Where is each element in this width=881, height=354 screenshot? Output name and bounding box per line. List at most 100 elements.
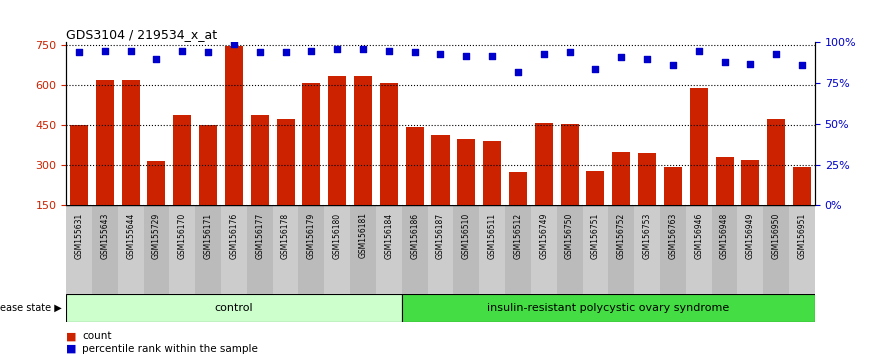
Text: GSM156176: GSM156176 <box>229 212 239 259</box>
Bar <box>789 205 815 294</box>
Bar <box>793 167 811 205</box>
Bar <box>612 152 630 205</box>
Point <box>485 53 500 58</box>
Text: GSM156187: GSM156187 <box>436 212 445 258</box>
Bar <box>741 160 759 205</box>
Bar <box>225 46 243 205</box>
Point <box>381 48 396 53</box>
Bar <box>247 205 272 294</box>
Text: GSM156946: GSM156946 <box>694 212 703 259</box>
Text: ■: ■ <box>66 344 77 354</box>
Point <box>537 51 551 57</box>
Bar <box>196 205 221 294</box>
Bar <box>302 82 321 205</box>
Bar <box>199 125 217 205</box>
Point <box>330 46 344 52</box>
Bar <box>324 205 350 294</box>
Text: GSM156950: GSM156950 <box>772 212 781 259</box>
Point <box>433 51 448 57</box>
Bar <box>66 294 402 322</box>
Bar <box>582 205 609 294</box>
Point <box>175 48 189 53</box>
Point <box>278 50 292 55</box>
Bar <box>122 80 140 205</box>
Bar <box>354 76 372 205</box>
Text: GSM156184: GSM156184 <box>384 212 393 258</box>
Text: GSM156512: GSM156512 <box>514 212 522 258</box>
Point <box>201 50 215 55</box>
Text: GSM156749: GSM156749 <box>539 212 548 259</box>
Point <box>666 62 680 68</box>
Bar <box>92 205 118 294</box>
Bar <box>380 82 398 205</box>
Bar <box>174 115 191 205</box>
Bar <box>70 125 88 205</box>
Point <box>304 48 318 53</box>
Bar <box>402 294 815 322</box>
Bar <box>660 205 685 294</box>
Bar <box>609 205 634 294</box>
Point <box>744 61 758 67</box>
Text: GSM156171: GSM156171 <box>204 212 212 258</box>
Bar <box>664 167 682 205</box>
Text: GSM155729: GSM155729 <box>152 212 161 259</box>
Text: disease state ▶: disease state ▶ <box>0 303 62 313</box>
Bar <box>685 205 712 294</box>
Bar <box>767 119 785 205</box>
Bar <box>350 205 376 294</box>
Bar <box>402 205 427 294</box>
Text: count: count <box>82 331 111 341</box>
Bar <box>169 205 196 294</box>
Bar <box>299 205 324 294</box>
Text: GSM156750: GSM156750 <box>565 212 574 259</box>
Text: GSM156170: GSM156170 <box>178 212 187 259</box>
Text: GSM156510: GSM156510 <box>462 212 470 259</box>
Bar <box>483 141 501 205</box>
Bar <box>432 135 449 205</box>
Point <box>563 50 577 55</box>
Text: percentile rank within the sample: percentile rank within the sample <box>82 344 258 354</box>
Text: ■: ■ <box>66 331 77 341</box>
Bar <box>690 88 707 205</box>
Bar <box>66 205 92 294</box>
Text: GSM156180: GSM156180 <box>333 212 342 258</box>
Bar <box>427 205 454 294</box>
Text: GSM156753: GSM156753 <box>642 212 652 259</box>
Text: GSM156177: GSM156177 <box>255 212 264 259</box>
Text: GSM156179: GSM156179 <box>307 212 316 259</box>
Bar <box>251 115 269 205</box>
Text: GSM156511: GSM156511 <box>488 212 497 258</box>
Bar <box>96 80 114 205</box>
Bar <box>144 205 169 294</box>
Bar <box>118 205 144 294</box>
Bar <box>479 205 505 294</box>
Point <box>511 69 525 75</box>
Point <box>795 62 809 68</box>
Text: GSM156181: GSM156181 <box>359 212 367 258</box>
Bar <box>638 153 656 205</box>
Bar <box>535 122 552 205</box>
Bar <box>376 205 402 294</box>
Bar <box>457 138 476 205</box>
Bar <box>531 205 557 294</box>
Bar <box>557 205 582 294</box>
Text: GSM156763: GSM156763 <box>669 212 677 259</box>
Bar <box>737 205 763 294</box>
Text: GSM155631: GSM155631 <box>75 212 84 259</box>
Point <box>408 50 422 55</box>
Text: GSM156186: GSM156186 <box>411 212 419 258</box>
Bar <box>763 205 789 294</box>
Text: GSM155643: GSM155643 <box>100 212 109 259</box>
Bar <box>634 205 660 294</box>
Point <box>123 48 137 53</box>
Point <box>227 41 241 47</box>
Bar <box>509 172 527 205</box>
Bar <box>328 76 346 205</box>
Point <box>640 56 654 62</box>
Point <box>692 48 706 53</box>
Bar <box>712 205 737 294</box>
Point <box>717 59 731 65</box>
Point <box>72 50 86 55</box>
Bar <box>505 205 531 294</box>
Point <box>356 46 370 52</box>
